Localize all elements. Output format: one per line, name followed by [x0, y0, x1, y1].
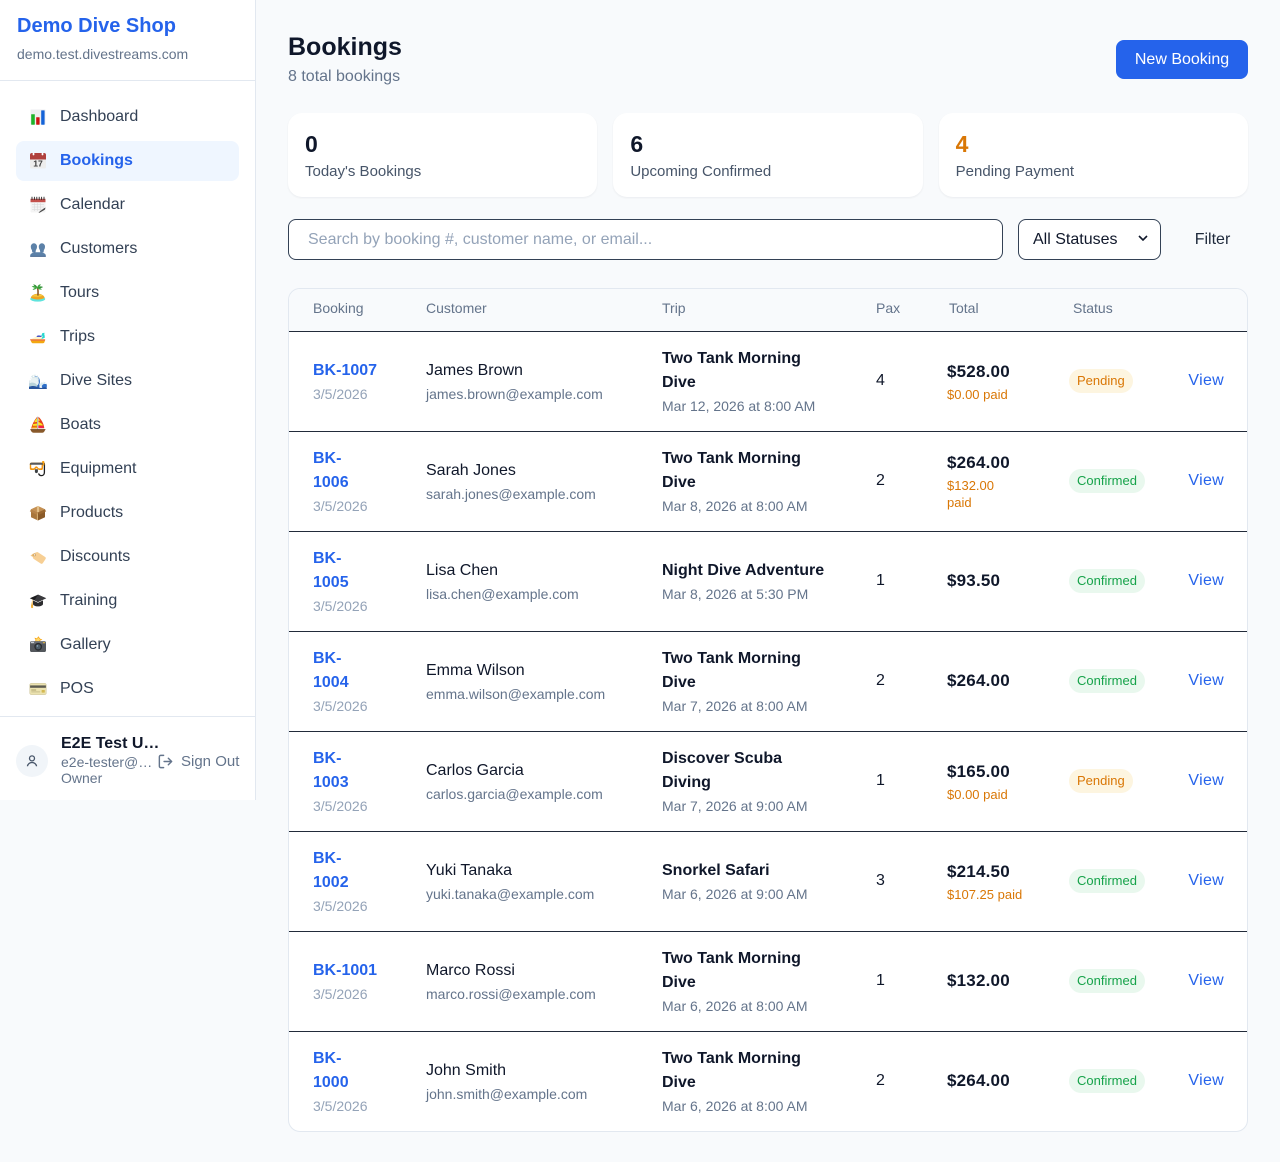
- svg-text:17: 17: [33, 159, 43, 169]
